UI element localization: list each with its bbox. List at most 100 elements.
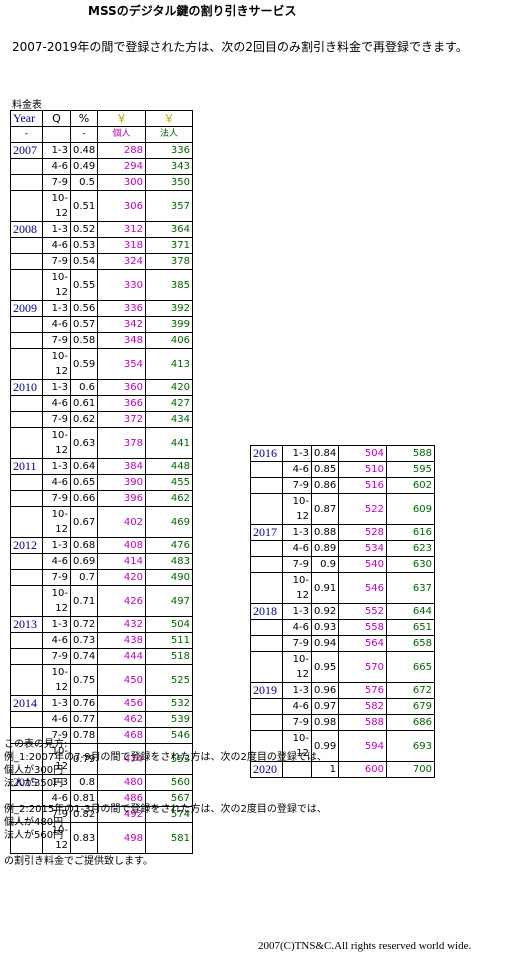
- personal-price: 474: [97, 743, 146, 775]
- year-cell: [10, 490, 43, 507]
- personal-price: 288: [97, 142, 146, 159]
- quarter-cell: 10-12: [282, 572, 312, 604]
- column-subheader: 個人: [97, 126, 146, 143]
- percent-cell: 0.91: [311, 572, 339, 604]
- quarter-cell: 10-12: [42, 664, 71, 696]
- year-cell: [10, 269, 43, 301]
- personal-price: 366: [97, 395, 146, 412]
- corporate-price: 504: [145, 616, 193, 633]
- year-cell: 2017: [250, 524, 283, 541]
- quarter-cell: 1-3: [42, 142, 71, 159]
- corporate-price: 343: [145, 158, 193, 175]
- quarter-cell: 10-12: [42, 585, 71, 617]
- percent-cell: 0.66: [70, 490, 98, 507]
- personal-price: 570: [338, 651, 387, 683]
- price-row: 2012 1-3 0.68 408 476: [10, 537, 193, 554]
- personal-price: 402: [97, 506, 146, 538]
- percent-cell: 0.74: [70, 648, 98, 665]
- price-row: 2007 1-3 0.48 288 336: [10, 142, 193, 159]
- percent-cell: 0.77: [70, 711, 98, 728]
- personal-price: 534: [338, 540, 387, 557]
- personal-price: 348: [97, 332, 146, 349]
- year-cell: 2016: [250, 445, 283, 462]
- year-cell: [10, 474, 43, 491]
- price-row: 2015 1-3 0.8 480 560: [10, 774, 193, 791]
- quarter-cell: 7-9: [282, 477, 312, 494]
- quarter-cell: 1-3: [282, 524, 312, 541]
- quarter-cell: 7-9: [282, 556, 312, 573]
- personal-price: 576: [338, 682, 387, 699]
- corporate-price: 441: [145, 427, 193, 459]
- price-row: 7-9 0.5 300 350: [10, 174, 193, 191]
- personal-price: 408: [97, 537, 146, 554]
- percent-cell: 0.96: [311, 682, 339, 699]
- percent-cell: 0.93: [311, 619, 339, 636]
- corporate-price: 476: [145, 537, 193, 554]
- price-row: 4-6 0.49 294 343: [10, 158, 193, 175]
- personal-price: 444: [97, 648, 146, 665]
- note-line: 法人が350円: [4, 778, 64, 789]
- column-subheader: -: [70, 126, 98, 143]
- price-row: 7-9 0.7 420 490: [10, 569, 193, 586]
- price-row: 4-6 0.73 438 511: [10, 632, 193, 649]
- personal-price: 414: [97, 553, 146, 570]
- corporate-price: 357: [145, 190, 193, 222]
- personal-price: 438: [97, 632, 146, 649]
- column-header: Q: [42, 110, 71, 127]
- corporate-price: 672: [386, 682, 435, 699]
- corporate-price: 455: [145, 474, 193, 491]
- percent-cell: 0.88: [311, 524, 339, 541]
- quarter-cell: 4-6: [42, 158, 71, 175]
- personal-price: 588: [338, 714, 387, 731]
- quarter-cell: 4-6: [42, 474, 71, 491]
- price-row: 2017 1-3 0.88 528 616: [250, 524, 435, 541]
- year-cell: 2019: [250, 682, 283, 699]
- percent-cell: 0.73: [70, 632, 98, 649]
- quarter-cell: 1-3: [42, 695, 71, 712]
- personal-price: 582: [338, 698, 387, 715]
- quarter-cell: 7-9: [42, 490, 71, 507]
- percent-cell: 0.7: [70, 569, 98, 586]
- quarter-cell: 7-9: [42, 569, 71, 586]
- price-row: 4-6 0.85 510 595: [250, 461, 435, 478]
- corporate-price: 616: [386, 524, 435, 541]
- price-row: 2009 1-3 0.56 336 392: [10, 300, 193, 317]
- percent-cell: 0.65: [70, 474, 98, 491]
- year-cell: 2009: [10, 300, 43, 317]
- year-cell: [250, 714, 283, 731]
- year-cell: [250, 493, 283, 525]
- year-cell: [10, 190, 43, 222]
- corporate-price: 420: [145, 379, 193, 396]
- price-table-right: 2016 1-3 0.84 504 588 4-6 0.85 510 595 7-9 0.86 516…: [250, 445, 435, 778]
- price-row: 10-12 0.51 306 357: [10, 190, 193, 222]
- quarter-cell: 1-3: [42, 537, 71, 554]
- corporate-price: 553: [145, 743, 193, 775]
- quarter-cell: 7-9: [42, 648, 71, 665]
- price-row: 2008 1-3 0.52 312 364: [10, 221, 193, 238]
- price-row: 10-12 0.55 330 385: [10, 269, 193, 301]
- year-cell: [10, 316, 43, 333]
- percent-cell: 0.64: [70, 458, 98, 475]
- price-row: 4-6 0.57 342 399: [10, 316, 193, 333]
- year-cell: [10, 585, 43, 617]
- year-cell: [250, 730, 283, 762]
- corporate-price: 469: [145, 506, 193, 538]
- personal-price: 558: [338, 619, 387, 636]
- note-line: 個人が300円: [4, 765, 64, 776]
- personal-price: 330: [97, 269, 146, 301]
- quarter-cell: 4-6: [282, 540, 312, 557]
- price-row: 4-6 0.69 414 483: [10, 553, 193, 570]
- year-cell: [250, 572, 283, 604]
- personal-price: 360: [97, 379, 146, 396]
- corporate-price: 336: [145, 142, 193, 159]
- quarter-cell: 1-3: [42, 616, 71, 633]
- corporate-price: 679: [386, 698, 435, 715]
- percent-cell: 0.85: [311, 461, 339, 478]
- percent-cell: 0.76: [70, 695, 98, 712]
- corporate-price: 539: [145, 711, 193, 728]
- personal-price: 552: [338, 603, 387, 620]
- quarter-cell: 4-6: [42, 316, 71, 333]
- column-header: Year: [10, 110, 43, 127]
- corporate-price: 665: [386, 651, 435, 683]
- corporate-price: 581: [145, 822, 193, 854]
